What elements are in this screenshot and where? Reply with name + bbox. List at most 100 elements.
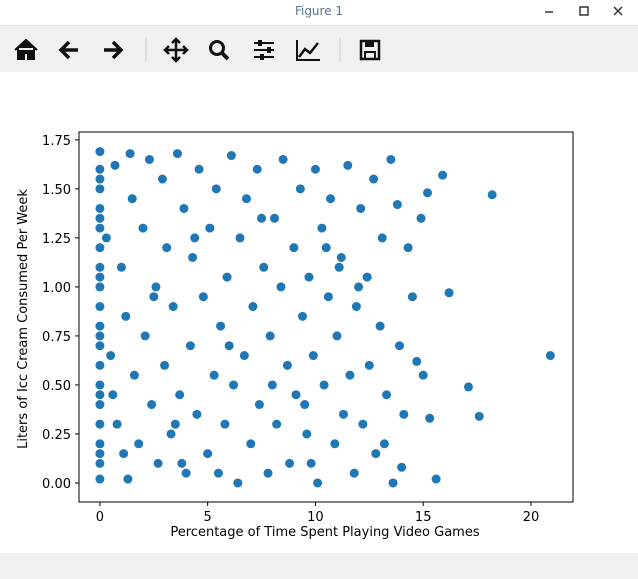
scatter-point [127, 194, 137, 204]
y-tick-label: 1.25 [42, 232, 71, 247]
y-tick-label: 1.00 [42, 281, 71, 296]
scatter-point [185, 341, 195, 351]
scatter-point [95, 360, 105, 370]
scatter-point [95, 419, 105, 429]
scatter-point [235, 233, 245, 243]
scatter-point [177, 458, 187, 468]
scatter-point [323, 292, 333, 302]
scatter-point [306, 458, 316, 468]
scatter-point [166, 429, 176, 439]
scatter-point [112, 419, 122, 429]
scatter-point [205, 223, 215, 233]
scatter-point [416, 213, 426, 223]
scatter-point [101, 233, 111, 243]
scatter-point [246, 439, 256, 449]
scatter-point [388, 478, 398, 488]
zoom-button[interactable] [209, 40, 230, 61]
scatter-point [95, 390, 105, 400]
scatter-point [282, 360, 292, 370]
pan-button[interactable] [163, 37, 189, 63]
scatter-point [334, 262, 344, 272]
scatter-point [302, 429, 312, 439]
scatter-point [95, 243, 105, 253]
scatter-point [358, 419, 368, 429]
scatter-point [313, 478, 323, 488]
scatter-point [198, 292, 208, 302]
scatter-point [119, 449, 129, 459]
scatter-point [95, 164, 105, 174]
window-controls [545, 6, 623, 16]
scatter-point [121, 311, 131, 321]
scatter-point [431, 474, 441, 484]
scatter-point [160, 360, 170, 370]
close-button[interactable] [613, 6, 623, 16]
scatter-point [140, 331, 150, 341]
scatter-point [354, 282, 364, 292]
scatter-point [343, 160, 353, 170]
scatter-point [336, 252, 346, 262]
scatter-point [397, 462, 407, 472]
scatter-point [463, 382, 473, 392]
scatter-point [386, 154, 396, 164]
scatter-point [269, 213, 279, 223]
toolbar [0, 26, 638, 72]
scatter-point [95, 474, 105, 484]
scatter-point [123, 474, 133, 484]
scatter-point [116, 262, 126, 272]
scatter-point [95, 223, 105, 233]
scatter-point [95, 449, 105, 459]
scatter-point [304, 272, 314, 282]
x-tick-label: 5 [204, 510, 212, 525]
scatter-point [151, 282, 161, 292]
scatter-point [95, 203, 105, 213]
scatter-point [356, 203, 366, 213]
save-button[interactable] [359, 39, 381, 61]
scatter-point [330, 439, 340, 449]
scatter-point [229, 380, 239, 390]
scatter-point [326, 194, 336, 204]
forward-button[interactable] [104, 40, 124, 60]
y-tick-label: 1.75 [42, 134, 71, 149]
maximize-button[interactable] [579, 6, 589, 16]
scatter-point [95, 341, 105, 351]
scatter-point [157, 174, 167, 184]
scatter-point [168, 302, 178, 312]
scatter-point [203, 449, 213, 459]
configure-button[interactable] [254, 40, 274, 60]
scatter-point [129, 370, 139, 380]
scatter-point [188, 252, 198, 262]
y-tick-label: 0.75 [42, 330, 71, 345]
scatter-point [474, 411, 484, 421]
scatter-point [487, 190, 497, 200]
figure: Percentage of Time Spent Playing Video G… [16, 131, 574, 540]
scatter-point [310, 164, 320, 174]
scatter-point [289, 243, 299, 253]
scatter-point [300, 400, 310, 410]
scatter-point [291, 390, 301, 400]
scatter-point [172, 149, 182, 159]
y-tick-label: 0.00 [42, 477, 71, 492]
scatter-point [321, 243, 331, 253]
scatter-point [95, 174, 105, 184]
scatter-point [265, 331, 275, 341]
x-tick-label: 20 [523, 510, 540, 525]
scatter-point [369, 174, 379, 184]
scatter-point [138, 223, 148, 233]
scatter-point [95, 331, 105, 341]
scatter-point [267, 380, 277, 390]
y-tick-label: 0.50 [42, 379, 71, 394]
scatter-point [345, 370, 355, 380]
back-button[interactable] [58, 40, 78, 60]
scatter-point [379, 439, 389, 449]
scatter-point [257, 213, 267, 223]
scatter-point [298, 311, 308, 321]
home-button[interactable] [14, 38, 38, 60]
y-tick-label: 0.25 [42, 428, 71, 443]
status-bar [0, 553, 638, 579]
scatter-point [444, 288, 454, 298]
scatter-point [319, 380, 329, 390]
x-tick-label: 10 [307, 510, 324, 525]
scatter-point [95, 439, 105, 449]
edit-axis-button[interactable] [296, 40, 320, 61]
